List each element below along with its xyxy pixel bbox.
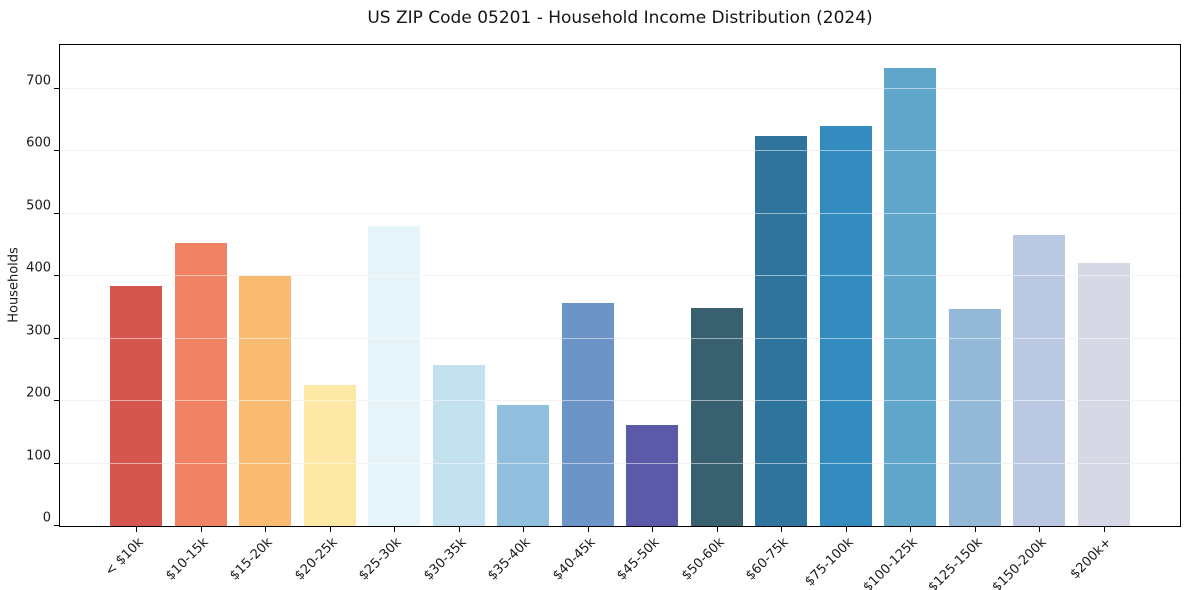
plot-area: < $10k $10-15k $15-20k $20-25k $25-30k $30-35… — [26, 44, 1181, 590]
bar-slot: < $10k — [103, 45, 169, 579]
x-tick-label: $15-20k — [227, 535, 276, 584]
y-tick-mark — [54, 212, 59, 214]
bar-slot: $10-15k — [163, 45, 234, 583]
bar-slot: $30-35k — [421, 45, 492, 583]
bar — [948, 308, 1001, 526]
bar — [497, 405, 550, 526]
y-tick-mark — [54, 462, 59, 464]
bar-slot: $50-60k — [679, 45, 750, 583]
x-tick-label: $20-25k — [291, 535, 341, 584]
y-tick-label: 300 — [26, 323, 51, 339]
bar-slot: $15-20k — [227, 45, 298, 583]
y-tick-mark — [54, 150, 59, 152]
x-tick-mark — [910, 527, 912, 532]
gridline-overlay — [60, 150, 1180, 152]
x-tick-mark — [523, 527, 525, 532]
x-tick-label: $100-125k — [860, 535, 921, 590]
bar — [432, 364, 485, 526]
x-tick-label: $60-75k — [743, 535, 792, 584]
x-tick-mark — [1039, 527, 1041, 532]
y-tick-mark — [54, 337, 59, 339]
x-tick-mark — [587, 527, 589, 532]
x-tick-mark — [200, 527, 202, 532]
x-tick-label: $45-50k — [614, 535, 663, 584]
bar-slot: $60-75k — [743, 45, 814, 583]
y-tick-label: 600 — [26, 135, 51, 151]
bar-slot: $125-150k — [925, 45, 1008, 590]
bar — [626, 424, 679, 526]
bar — [561, 303, 614, 526]
x-tick-label: $75-100k — [802, 535, 857, 590]
x-tick-mark — [329, 527, 331, 532]
bar-slot: $45-50k — [614, 45, 685, 583]
gridline-overlay — [60, 87, 1180, 89]
bar-slot: $25-30k — [356, 45, 427, 583]
x-tick-mark — [781, 527, 783, 532]
bar-slot: $35-40k — [485, 45, 556, 583]
x-tick-label: $125-150k — [925, 535, 986, 590]
bar — [1077, 263, 1130, 526]
y-tick-label: 0 — [42, 510, 51, 526]
bar-slot: $100-125k — [861, 45, 943, 590]
gridline-overlay — [60, 337, 1180, 339]
y-tick-label: 500 — [26, 198, 51, 214]
x-tick-label: $150-200k — [989, 535, 1050, 590]
x-tick-mark — [974, 527, 976, 532]
x-tick-mark — [458, 527, 460, 532]
x-tick-label: $40-45k — [549, 535, 599, 584]
x-tick-mark — [265, 527, 267, 532]
x-tick-label: $50-60k — [678, 535, 728, 584]
gridline-overlay — [60, 400, 1180, 402]
x-tick-label: < $10k — [102, 535, 147, 580]
y-tick-mark — [54, 400, 59, 402]
x-tick-mark — [716, 527, 718, 532]
y-tick-mark — [54, 525, 59, 526]
bars-container: < $10k $10-15k $15-20k $20-25k $25-30k $30-35… — [60, 45, 1180, 590]
x-tick-mark — [845, 527, 847, 532]
x-tick-label: $10-15k — [162, 535, 212, 584]
bar — [755, 135, 808, 526]
gridline-overlay — [60, 275, 1180, 277]
bar — [690, 308, 743, 526]
bar — [174, 243, 227, 526]
x-tick-mark — [394, 527, 396, 532]
bar-slot: $40-45k — [550, 45, 621, 583]
bar-slot: $200k+ — [1067, 45, 1137, 582]
x-tick-mark — [136, 527, 138, 532]
x-tick-label: $30-35k — [420, 535, 470, 584]
x-tick-label: $35-40k — [485, 535, 534, 584]
x-tick-label: $200k+ — [1067, 535, 1115, 583]
x-tick-label: $25-30k — [356, 535, 405, 584]
y-tick-label: 200 — [26, 385, 51, 401]
bar — [368, 226, 421, 526]
y-tick-label: 400 — [26, 260, 51, 276]
bar — [884, 68, 937, 526]
bar — [819, 126, 872, 526]
bar — [110, 286, 163, 526]
y-tick-mark — [54, 275, 59, 277]
y-tick-mark — [54, 87, 59, 89]
y-tick-label: 100 — [26, 448, 51, 464]
x-tick-mark — [1103, 527, 1105, 532]
bar-slot: $150-200k — [990, 45, 1072, 590]
bar-slot: $20-25k — [292, 45, 363, 583]
bar-slot: $75-100k — [802, 45, 879, 589]
y-axis-label: Households — [6, 247, 22, 323]
bar — [303, 385, 356, 526]
y-tick-label: 700 — [26, 73, 51, 89]
x-tick-mark — [652, 527, 654, 532]
bar — [1013, 234, 1066, 526]
chart-title: US ZIP Code 05201 - Household Income Dis… — [367, 8, 873, 28]
gridline-overlay — [60, 212, 1180, 214]
gridline-overlay — [60, 462, 1180, 464]
